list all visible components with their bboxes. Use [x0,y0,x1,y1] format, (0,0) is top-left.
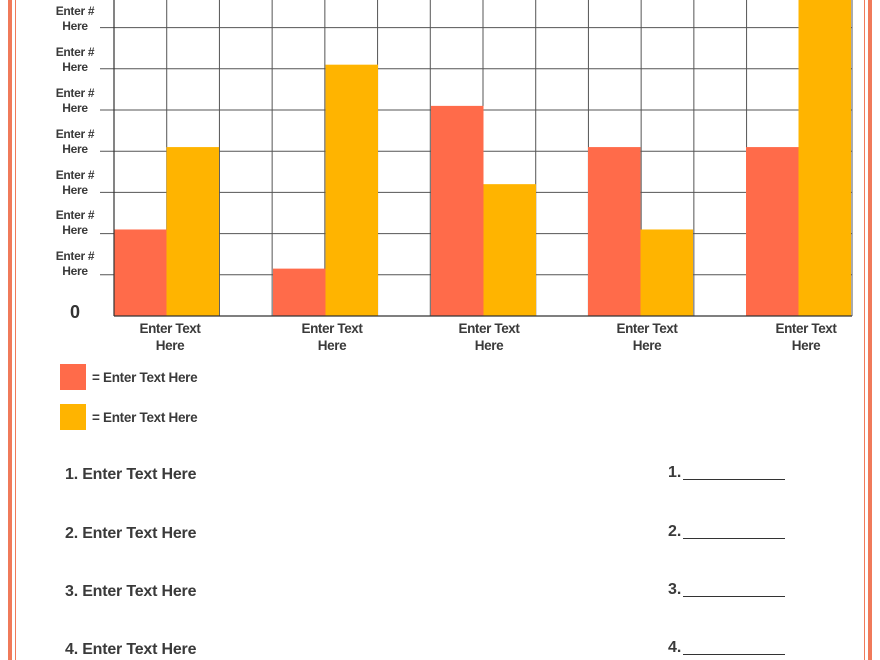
x-tick-label: Enter Text Here [139,321,201,353]
y-tick-label: Enter # Here [55,168,95,197]
bar-series-1-5 [746,147,799,316]
y-tick-label: Enter # Here [55,249,95,278]
bar-series-2-5 [798,0,851,317]
answer-number: 2. [668,523,682,540]
legend-label: = Enter Text Here [92,409,198,425]
answer-number: 1. [668,464,682,481]
page-border-left [8,0,12,660]
answer-line[interactable] [683,479,786,480]
bar-series-1-4 [588,147,641,316]
question-3: 3. Enter Text Here [65,583,197,600]
answer-blank-4[interactable]: 4. [668,639,786,657]
legend-swatch [60,364,86,390]
legend-label: = Enter Text Here [92,369,198,385]
answer-line[interactable] [683,538,786,539]
page-border-right-inner [864,0,865,660]
bar-series-1-3 [431,105,484,316]
bar-series-2-1 [166,147,219,316]
y-tick-label: Enter # Here [55,86,95,115]
answer-blank-1[interactable]: 1. [668,464,786,482]
legend-item: = Enter Text Here [60,404,198,430]
x-tick-label: Enter Text Here [301,321,363,353]
x-tick-label: Enter Text Here [616,321,678,353]
chart-bars [114,0,851,317]
legend-swatch [60,404,86,430]
question-2: 2. Enter Text Here [65,525,197,542]
bar-series-1-2 [273,268,326,316]
answer-line[interactable] [683,654,786,655]
y-zero-label: 0 [70,302,81,322]
question-4: 4. Enter Text Here [65,641,197,658]
question-1: 1. Enter Text Here [65,466,197,483]
bar-chart [100,0,853,317]
page-border-right [868,0,872,660]
answer-number: 3. [668,581,682,598]
bar-series-2-3 [483,184,536,316]
chart-axes [113,0,852,317]
answer-blank-2[interactable]: 2. [668,523,786,541]
bar-series-1-1 [114,229,167,316]
page-border-left-inner [15,0,16,660]
bar-series-2-2 [325,64,378,317]
y-tick-label: Enter # Here [55,4,95,33]
x-tick-label: Enter Text Here [458,321,520,353]
answer-line[interactable] [683,596,786,597]
legend-item: = Enter Text Here [60,364,198,390]
bar-series-2-4 [640,229,693,316]
y-tick-label: Enter # Here [55,208,95,237]
x-tick-label: Enter Text Here [775,321,837,353]
y-tick-label: Enter # Here [55,127,95,156]
y-tick-label: Enter # Here [55,45,95,74]
answer-blank-3[interactable]: 3. [668,581,786,599]
answer-number: 4. [668,639,682,656]
